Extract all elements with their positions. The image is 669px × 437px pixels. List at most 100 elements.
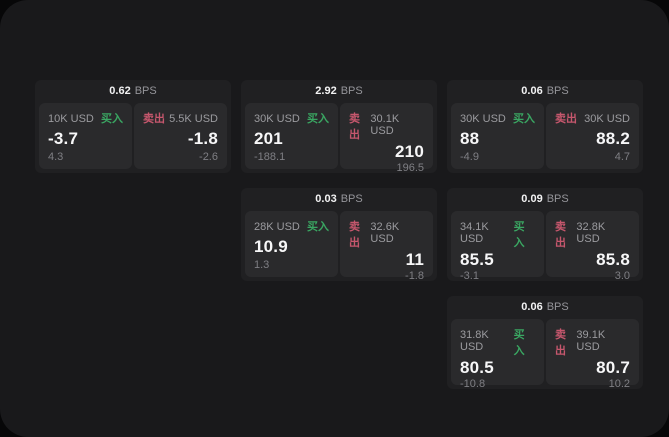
sell-side-label: 卖出 (349, 113, 360, 141)
sell-delta: 4.7 (614, 151, 630, 163)
card-body: 30K USD 买入 201 -188.1 卖出 30.1K USD 210 1… (245, 103, 433, 174)
sell-tile-header: 卖出 39.1K USD (555, 326, 630, 358)
sell-delta: 3.0 (614, 270, 630, 282)
buy-delta: 1.3 (254, 259, 270, 271)
sell-side-label: 卖出 (555, 113, 577, 125)
cards-grid: 0.62 BPS 10K USD 买入 -3.7 4.3 卖出 5.5K USD… (35, 80, 643, 390)
buy-quote-tile[interactable]: 30K USD 买入 88 -4.9 (451, 103, 544, 169)
card-header: 0.03 BPS (245, 188, 433, 211)
bps-unit-label: BPS (134, 85, 157, 97)
card-header: 0.09 BPS (451, 188, 639, 211)
buy-delta: -188.1 (254, 151, 286, 163)
sell-price: 11 (405, 250, 424, 269)
sell-delta: 10.2 (608, 378, 630, 390)
sell-tile-header: 卖出 5.5K USD (143, 110, 218, 126)
sell-amount: 30.1K USD (370, 113, 400, 137)
buy-tile-header: 34.1K USD 买入 (460, 218, 535, 250)
card-header: 0.06 BPS (451, 80, 639, 103)
sell-quote-tile[interactable]: 卖出 39.1K USD 80.7 10.2 (546, 319, 639, 390)
buy-delta: -3.1 (460, 270, 479, 282)
buy-tile-header: 31.8K USD 买入 (460, 326, 535, 358)
bps-value: 0.03 (315, 193, 337, 205)
card-body: 31.8K USD 买入 80.5 -10.8 卖出 39.1K USD 80.… (451, 319, 639, 390)
card-header: 2.92 BPS (245, 80, 433, 103)
sell-tile-header: 卖出 30.1K USD (349, 110, 424, 142)
bps-value: 0.62 (109, 85, 131, 97)
buy-quote-tile[interactable]: 28K USD 买入 10.9 1.3 (245, 211, 338, 277)
buy-amount: 31.8K USD (460, 329, 489, 353)
sell-tile-header: 卖出 30K USD (555, 110, 630, 126)
sell-delta: -1.8 (405, 270, 424, 282)
sell-price: 85.8 (596, 250, 630, 269)
sell-tile-header: 卖出 32.8K USD (555, 218, 630, 250)
buy-amount: 30K USD (254, 113, 300, 125)
sell-side-label: 卖出 (555, 221, 566, 249)
sell-price: 210 (395, 142, 424, 161)
buy-tile-header: 30K USD 买入 (254, 110, 329, 126)
sell-amount: 39.1K USD (576, 329, 606, 353)
buy-quote-tile[interactable]: 31.8K USD 买入 80.5 -10.8 (451, 319, 544, 390)
sell-amount: 32.6K USD (370, 221, 400, 245)
bps-value: 0.06 (521, 301, 543, 313)
bps-value: 0.09 (521, 193, 543, 205)
sell-delta: -2.6 (199, 151, 218, 163)
buy-tile-header: 30K USD 买入 (460, 110, 535, 126)
spread-card[interactable]: 0.62 BPS 10K USD 买入 -3.7 4.3 卖出 5.5K USD… (35, 80, 231, 173)
card-body: 30K USD 买入 88 -4.9 卖出 30K USD 88.2 4.7 (451, 103, 639, 169)
bps-value: 0.06 (521, 85, 543, 97)
buy-side-label: 买入 (101, 113, 123, 125)
bps-unit-label: BPS (546, 85, 569, 97)
spread-card[interactable]: 0.09 BPS 34.1K USD 买入 85.5 -3.1 卖出 32.8K… (447, 188, 643, 282)
buy-delta: -4.9 (460, 151, 479, 163)
sell-price: -1.8 (187, 128, 218, 148)
card-body: 10K USD 买入 -3.7 4.3 卖出 5.5K USD -1.8 -2.… (39, 103, 227, 169)
buy-quote-tile[interactable]: 10K USD 买入 -3.7 4.3 (39, 103, 132, 169)
sell-amount: 5.5K USD (169, 113, 218, 125)
buy-amount: 30K USD (460, 113, 506, 125)
sell-quote-tile[interactable]: 卖出 32.8K USD 85.8 3.0 (546, 211, 639, 282)
buy-amount: 10K USD (48, 113, 94, 125)
buy-side-label: 买入 (513, 221, 525, 249)
card-header: 0.06 BPS (451, 296, 639, 319)
buy-price: 88 (460, 128, 480, 148)
card-body: 34.1K USD 买入 85.5 -3.1 卖出 32.8K USD 85.8… (451, 211, 639, 282)
buy-price: 10.9 (254, 236, 288, 256)
buy-quote-tile[interactable]: 30K USD 买入 201 -188.1 (245, 103, 338, 169)
bps-unit-label: BPS (340, 193, 363, 205)
spread-card[interactable]: 0.06 BPS 30K USD 买入 88 -4.9 卖出 30K USD 8… (447, 80, 643, 173)
spread-card[interactable]: 0.06 BPS 31.8K USD 买入 80.5 -10.8 卖出 39.1… (447, 296, 643, 390)
bps-unit-label: BPS (546, 193, 569, 205)
sell-quote-tile[interactable]: 卖出 30K USD 88.2 4.7 (546, 103, 639, 169)
sell-delta: 196.5 (396, 162, 424, 174)
buy-amount: 28K USD (254, 221, 300, 233)
sell-side-label: 卖出 (555, 329, 566, 357)
buy-delta: -10.8 (460, 378, 486, 390)
sell-quote-tile[interactable]: 卖出 5.5K USD -1.8 -2.6 (134, 103, 227, 169)
spread-card[interactable]: 0.03 BPS 28K USD 买入 10.9 1.3 卖出 32.6K US… (241, 188, 437, 282)
sell-tile-header: 卖出 32.6K USD (349, 218, 424, 250)
buy-price: -3.7 (48, 128, 79, 148)
buy-side-label: 买入 (513, 329, 525, 357)
buy-delta: 4.3 (48, 151, 64, 163)
bps-unit-label: BPS (546, 301, 569, 313)
sell-price: 88.2 (596, 128, 630, 148)
buy-amount: 34.1K USD (460, 221, 489, 245)
buy-side-label: 买入 (513, 113, 535, 125)
buy-price: 85.5 (460, 250, 494, 269)
sell-side-label: 卖出 (349, 221, 360, 249)
sell-quote-tile[interactable]: 卖出 32.6K USD 11 -1.8 (340, 211, 433, 282)
sell-quote-tile[interactable]: 卖出 30.1K USD 210 196.5 (340, 103, 433, 174)
card-body: 28K USD 买入 10.9 1.3 卖出 32.6K USD 11 -1.8 (245, 211, 433, 282)
bps-value: 2.92 (315, 85, 337, 97)
spread-card[interactable]: 2.92 BPS 30K USD 买入 201 -188.1 卖出 30.1K … (241, 80, 437, 174)
buy-tile-header: 28K USD 买入 (254, 218, 329, 234)
sell-amount: 32.8K USD (576, 221, 606, 245)
buy-tile-header: 10K USD 买入 (48, 110, 123, 126)
buy-price: 80.5 (460, 358, 494, 377)
sell-price: 80.7 (596, 358, 630, 377)
card-header: 0.62 BPS (39, 80, 227, 103)
sell-side-label: 卖出 (143, 113, 165, 125)
buy-quote-tile[interactable]: 34.1K USD 买入 85.5 -3.1 (451, 211, 544, 282)
buy-side-label: 买入 (307, 113, 329, 125)
